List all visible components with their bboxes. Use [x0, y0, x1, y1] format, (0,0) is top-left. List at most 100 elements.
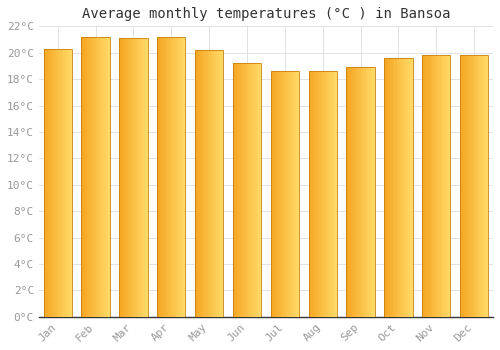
Bar: [120, 38, 122, 317]
Bar: [135, 38, 136, 317]
Bar: [62, 49, 64, 317]
Bar: [348, 67, 349, 317]
Bar: [402, 58, 404, 317]
Bar: [126, 38, 128, 317]
Bar: [270, 71, 272, 317]
Bar: [210, 50, 212, 317]
Bar: [172, 37, 174, 317]
Bar: [142, 38, 144, 317]
Bar: [128, 38, 129, 317]
Bar: [290, 71, 292, 317]
Bar: [477, 55, 478, 317]
Bar: [146, 38, 148, 317]
Bar: [486, 55, 487, 317]
Bar: [119, 38, 120, 317]
Bar: [407, 58, 408, 317]
Bar: [365, 67, 366, 317]
Bar: [440, 55, 442, 317]
Bar: [87, 37, 88, 317]
Bar: [100, 37, 102, 317]
Bar: [274, 71, 275, 317]
Bar: [44, 49, 72, 317]
Bar: [276, 71, 278, 317]
Bar: [324, 71, 326, 317]
Bar: [178, 37, 180, 317]
Bar: [272, 71, 274, 317]
Bar: [163, 37, 164, 317]
Bar: [396, 58, 397, 317]
Bar: [145, 38, 146, 317]
Bar: [234, 63, 235, 317]
Bar: [209, 50, 210, 317]
Bar: [316, 71, 317, 317]
Bar: [466, 55, 467, 317]
Bar: [448, 55, 449, 317]
Bar: [202, 50, 203, 317]
Bar: [390, 58, 392, 317]
Bar: [280, 71, 282, 317]
Bar: [158, 37, 160, 317]
Bar: [108, 37, 110, 317]
Bar: [384, 58, 386, 317]
Bar: [270, 71, 299, 317]
Bar: [312, 71, 313, 317]
Bar: [387, 58, 388, 317]
Bar: [96, 37, 97, 317]
Bar: [166, 37, 167, 317]
Bar: [400, 58, 402, 317]
Bar: [168, 37, 170, 317]
Bar: [206, 50, 208, 317]
Bar: [449, 55, 450, 317]
Bar: [463, 55, 464, 317]
Bar: [426, 55, 428, 317]
Bar: [48, 49, 49, 317]
Bar: [288, 71, 289, 317]
Bar: [237, 63, 238, 317]
Bar: [352, 67, 354, 317]
Bar: [464, 55, 466, 317]
Bar: [408, 58, 410, 317]
Bar: [176, 37, 177, 317]
Bar: [428, 55, 429, 317]
Bar: [392, 58, 394, 317]
Bar: [238, 63, 240, 317]
Bar: [162, 37, 163, 317]
Bar: [360, 67, 362, 317]
Bar: [195, 50, 224, 317]
Bar: [257, 63, 258, 317]
Bar: [55, 49, 56, 317]
Bar: [97, 37, 98, 317]
Bar: [247, 63, 248, 317]
Bar: [60, 49, 62, 317]
Bar: [122, 38, 124, 317]
Bar: [218, 50, 219, 317]
Bar: [130, 38, 132, 317]
Bar: [248, 63, 250, 317]
Bar: [278, 71, 279, 317]
Bar: [422, 55, 424, 317]
Bar: [474, 55, 476, 317]
Bar: [289, 71, 290, 317]
Bar: [199, 50, 200, 317]
Bar: [346, 67, 348, 317]
Bar: [212, 50, 214, 317]
Bar: [422, 55, 450, 317]
Bar: [308, 71, 337, 317]
Bar: [460, 55, 488, 317]
Bar: [438, 55, 439, 317]
Bar: [444, 55, 445, 317]
Bar: [195, 50, 196, 317]
Bar: [54, 49, 55, 317]
Bar: [317, 71, 318, 317]
Bar: [106, 37, 107, 317]
Bar: [219, 50, 220, 317]
Bar: [233, 63, 261, 317]
Bar: [434, 55, 435, 317]
Bar: [429, 55, 430, 317]
Bar: [355, 67, 356, 317]
Bar: [250, 63, 252, 317]
Bar: [366, 67, 368, 317]
Bar: [236, 63, 237, 317]
Bar: [364, 67, 365, 317]
Bar: [136, 38, 138, 317]
